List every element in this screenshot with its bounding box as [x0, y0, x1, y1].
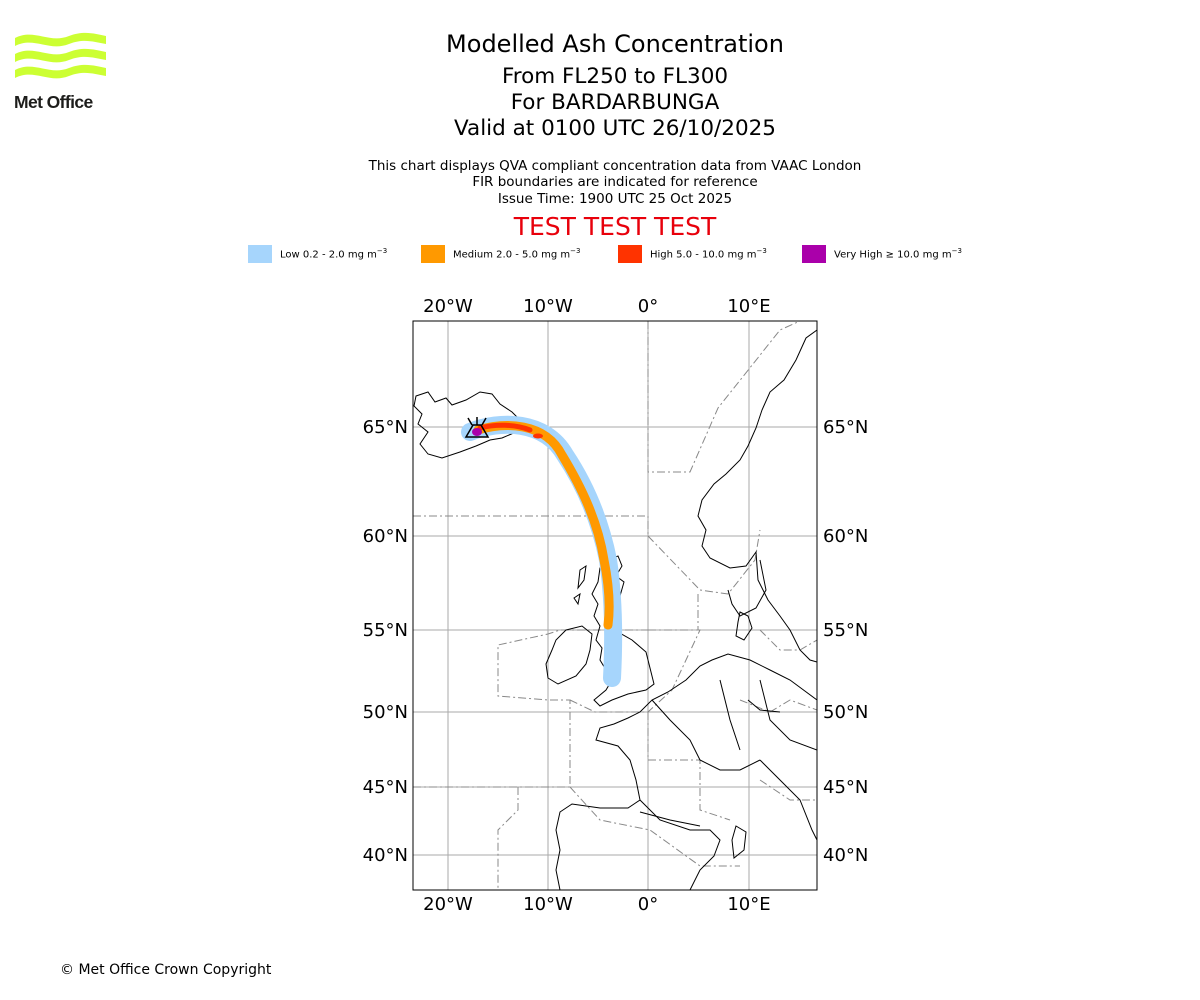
legend-label-medium: Medium 2.0 - 5.0 mg m−3 [453, 247, 581, 261]
lat-label-left-40n: 40°N [363, 845, 408, 866]
lat-label-right-50n: 50°N [823, 702, 868, 723]
lon-label-top-10e: 10°E [727, 296, 770, 317]
lat-label-right-60n: 60°N [823, 526, 868, 547]
lon-label-bottom-10w: 10°W [523, 894, 573, 915]
lat-label-left-55n: 55°N [363, 620, 408, 641]
legend-swatch-low [248, 245, 272, 263]
test-banner: TEST TEST TEST [513, 212, 717, 241]
plume-high-spot [533, 433, 543, 439]
volcano-name: For BARDARBUNGA [510, 90, 720, 115]
lat-label-left-60n: 60°N [363, 526, 408, 547]
flight-levels: From FL250 to FL300 [501, 64, 729, 89]
map-frame [412, 320, 818, 891]
legend-label-high: High 5.0 - 10.0 mg m−3 [650, 247, 767, 261]
chart-note: This chart displays QVA compliant concen… [368, 158, 862, 174]
lon-label-top-0: 0° [638, 296, 658, 317]
legend-label-low: Low 0.2 - 2.0 mg m−3 [280, 247, 388, 261]
issue-time: Issue Time: 1900 UTC 25 Oct 2025 [497, 191, 733, 207]
ash-plume [461, 415, 623, 687]
wave-logo-icon [15, 32, 106, 79]
lat-label-right-55n: 55°N [823, 620, 868, 641]
legend-swatch-high [618, 245, 642, 263]
lon-label-bottom-0: 0° [638, 894, 658, 915]
lat-label-right-40n: 40°N [823, 845, 868, 866]
logo-text: Met Office [14, 92, 93, 112]
lat-label-left-65n: 65°N [363, 417, 408, 438]
legend-medium: Medium 2.0 - 5.0 mg m−3 [421, 245, 580, 263]
fir-note: FIR boundaries are indicated for referen… [472, 174, 758, 190]
lat-label-right-45n: 45°N [823, 777, 868, 798]
lon-label-bottom-10e: 10°E [727, 894, 770, 915]
lon-label-bottom-20w: 20°W [423, 894, 473, 915]
plume-very-high [472, 428, 482, 436]
lat-label-left-45n: 45°N [363, 777, 408, 798]
map-axis-labels: 20°W 10°W 0° 10°E 20°W 10°W 0° 10°E 65°N… [363, 296, 869, 915]
chart-title: Modelled Ash Concentration [446, 30, 784, 58]
legend-label-very-high: Very High ≥ 10.0 mg m−3 [834, 247, 962, 261]
lat-label-right-65n: 65°N [823, 417, 868, 438]
valid-time: Valid at 0100 UTC 26/10/2025 [453, 116, 776, 141]
coastlines [413, 329, 817, 890]
legend-swatch-medium [421, 245, 445, 263]
legend-low: Low 0.2 - 2.0 mg m−3 [248, 245, 387, 263]
volcano-icon [464, 417, 490, 438]
copyright: © Met Office Crown Copyright [60, 962, 272, 978]
lat-label-left-50n: 50°N [363, 702, 408, 723]
met-office-logo: Met Office [14, 30, 108, 112]
legend-high: High 5.0 - 10.0 mg m−3 [618, 245, 767, 263]
lon-label-top-10w: 10°W [523, 296, 573, 317]
plume-high [477, 422, 533, 433]
legend-very-high: Very High ≥ 10.0 mg m−3 [802, 245, 962, 263]
legend-swatch-very-high [802, 245, 826, 263]
lon-label-top-20w: 20°W [423, 296, 473, 317]
